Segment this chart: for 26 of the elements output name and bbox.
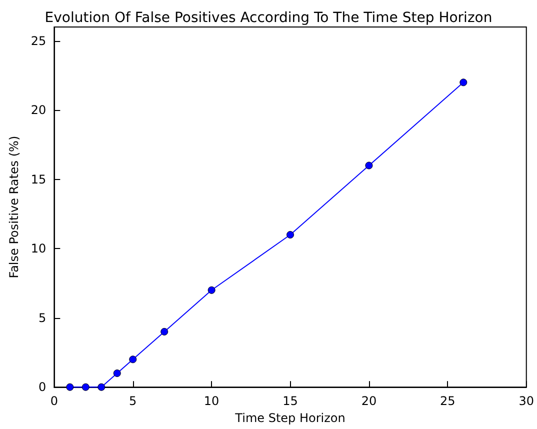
x-axis-title: Time Step Horizon (234, 411, 346, 425)
point (160, 328, 168, 336)
x-tick-label: 20 (361, 394, 377, 408)
y-tick-label: 20 (30, 103, 46, 118)
point (98, 383, 106, 391)
point (460, 78, 468, 86)
y-tick-label: 10 (30, 242, 46, 256)
y-tick-label: 0 (38, 380, 46, 394)
chart-title: Evolution Of False Positives According To The Time Step Horizon (44, 10, 492, 26)
point (82, 383, 90, 391)
x-tick-label: 15 (282, 394, 298, 408)
x-tick-label: 0 (50, 394, 58, 408)
point (208, 286, 216, 294)
y-tick-label: 15 (30, 172, 46, 186)
y-tick-label: 5 (38, 310, 46, 325)
point (365, 162, 373, 170)
point (113, 370, 121, 377)
point (286, 231, 294, 238)
x-tick-label: 30 (518, 394, 534, 408)
point (129, 356, 137, 364)
y-tick-label: 25 (30, 34, 46, 48)
point (66, 383, 74, 391)
x-tick-label: 25 (440, 394, 456, 408)
x-tick-label: 5 (129, 394, 137, 408)
y-axis-title: False Positive Rates (%) (7, 136, 21, 278)
x-tick-label: 10 (204, 394, 220, 408)
